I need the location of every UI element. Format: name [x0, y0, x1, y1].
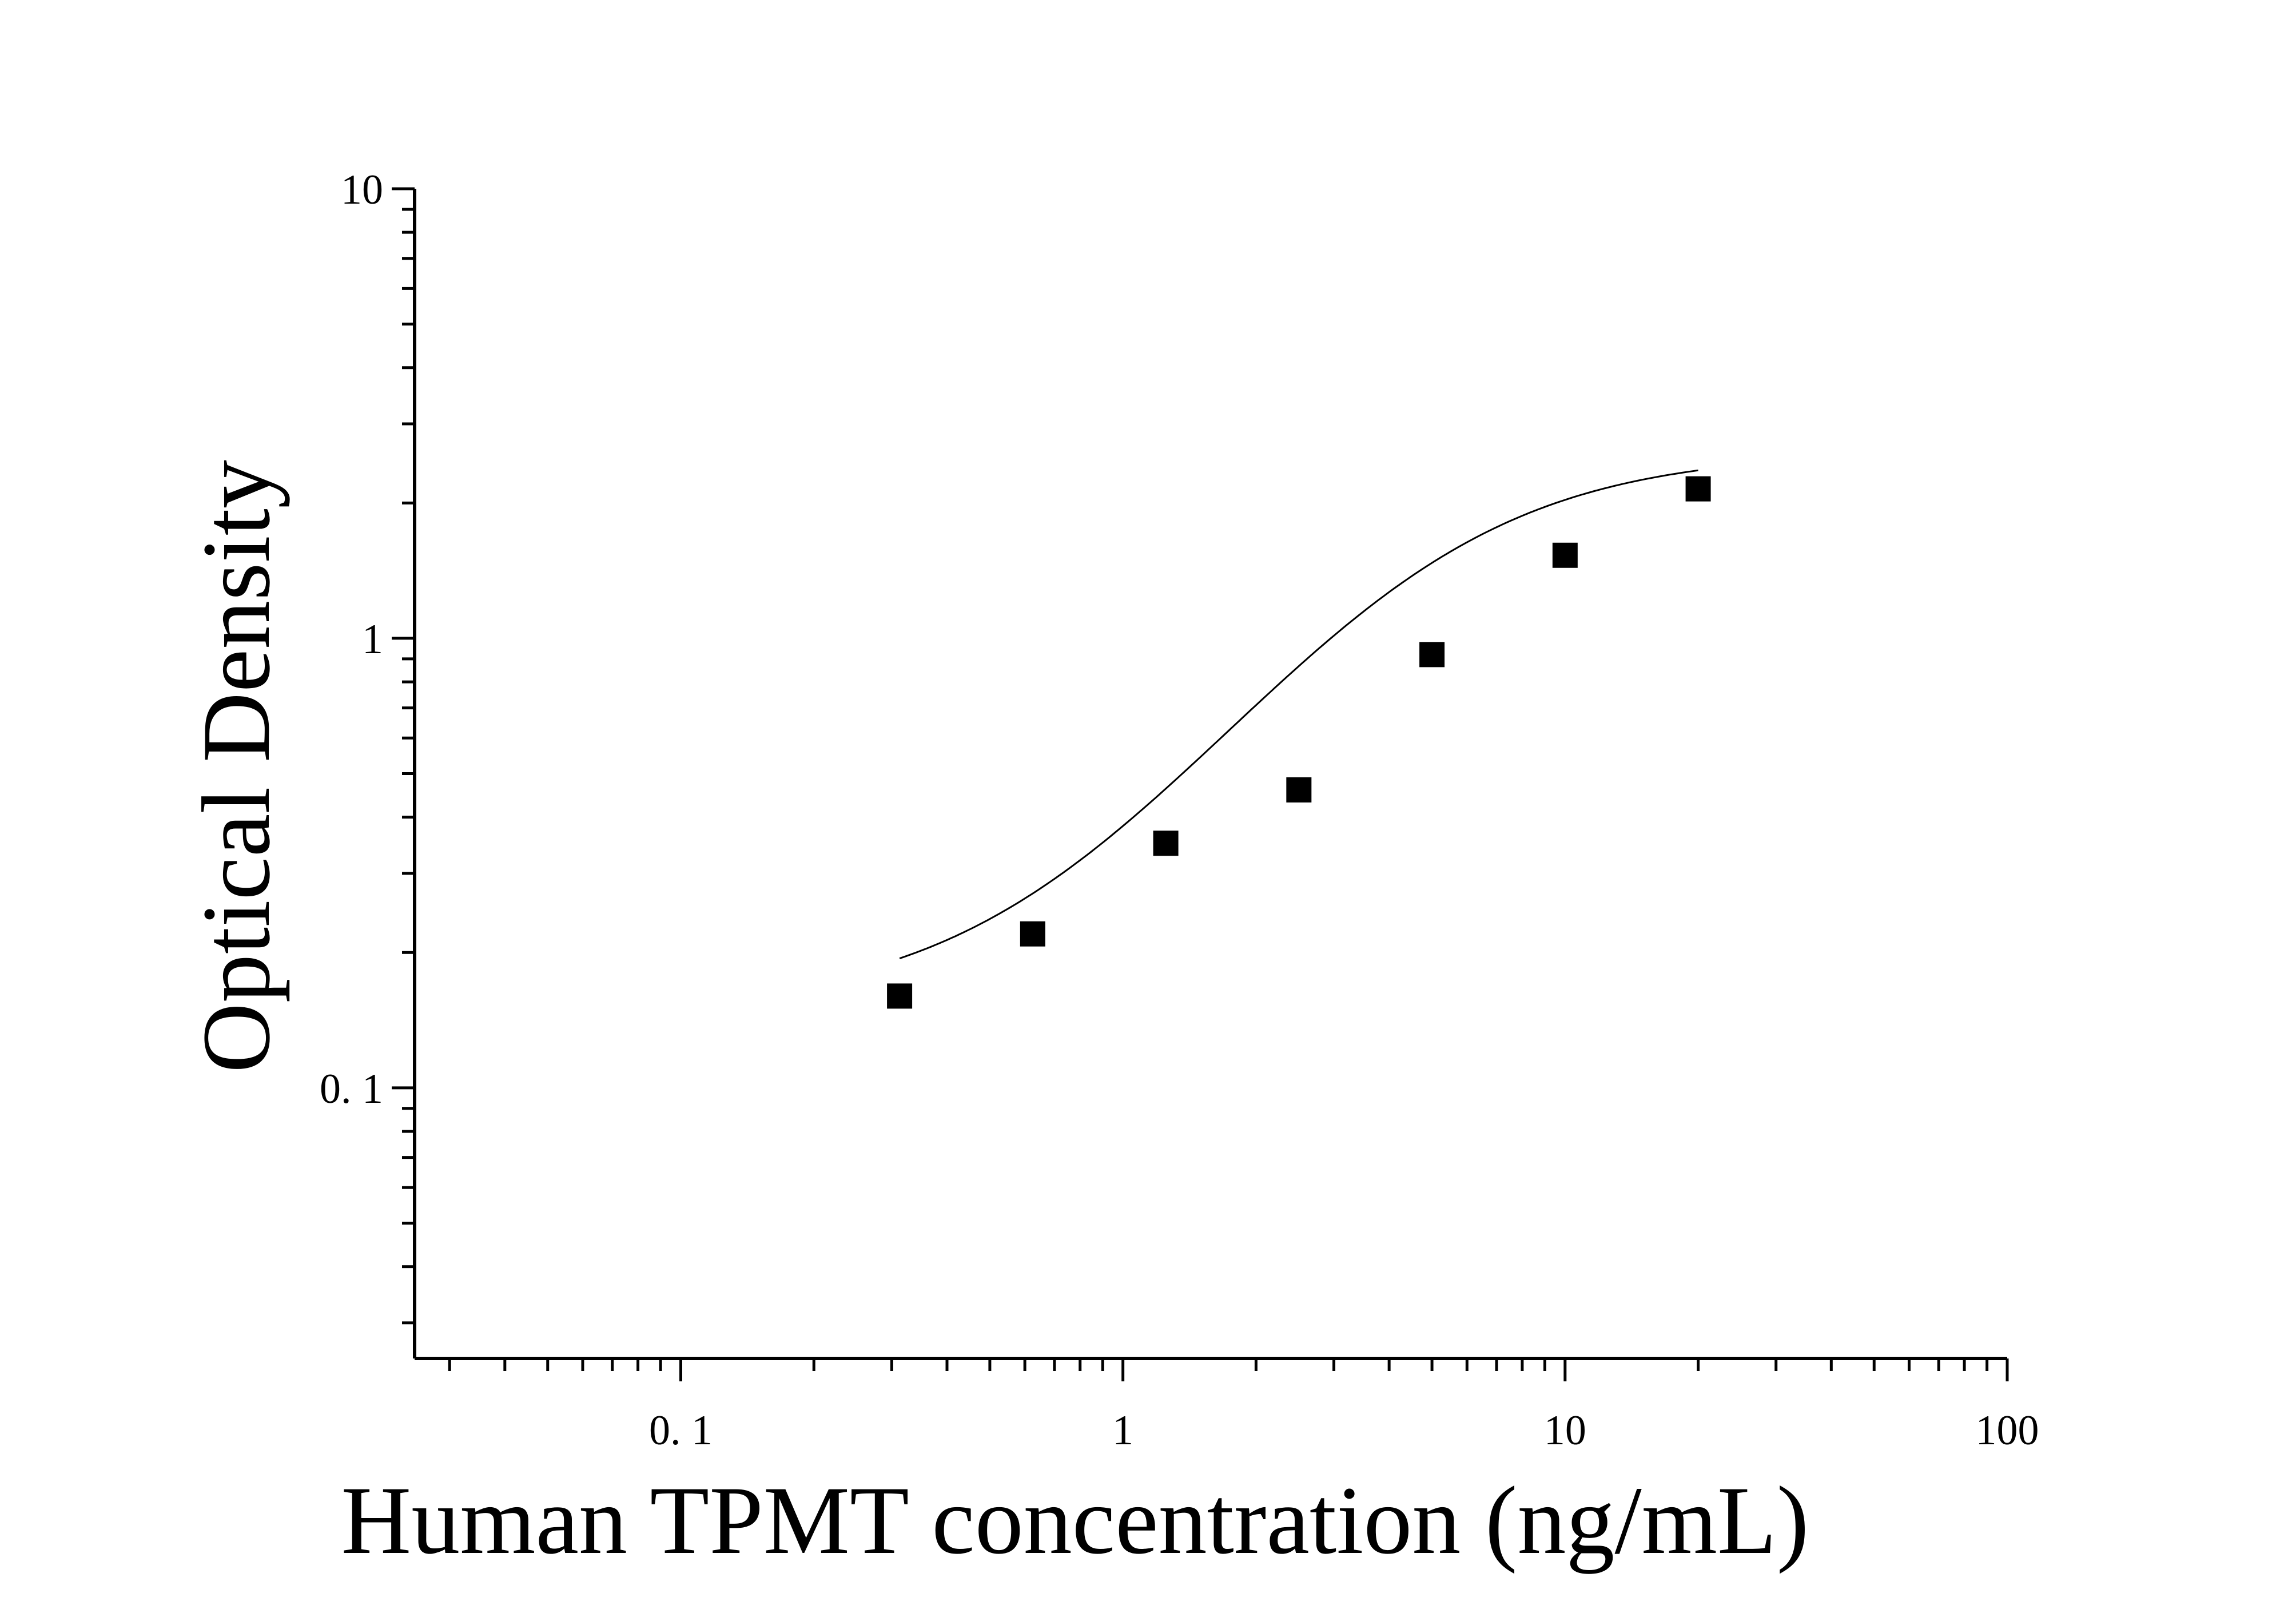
x-tick-label: 10	[1544, 1407, 1586, 1454]
data-point	[1286, 777, 1312, 802]
data-point	[887, 983, 913, 1009]
x-tick-label: 1	[1112, 1407, 1133, 1454]
y-tick-label: 0. 1	[320, 1066, 383, 1113]
y-tick-label: 10	[341, 166, 383, 213]
data-point	[1020, 921, 1045, 947]
fit-curve-group	[899, 469, 1698, 960]
data-points	[887, 476, 1711, 1009]
x-tick-label: 100	[1976, 1407, 2039, 1454]
x-axis-title: Human TPMT concentration (ng/mL)	[341, 1467, 1809, 1574]
y-axis-title: Optical Density	[182, 460, 290, 1073]
axes: 0. 1 1 10 100 0. 1 1 10	[320, 166, 2039, 1454]
fit-curve	[899, 469, 1698, 960]
data-point	[1552, 542, 1578, 568]
x-tick-label: 0. 1	[649, 1407, 713, 1454]
data-point	[1153, 831, 1179, 856]
y-tick-label: 1	[362, 616, 383, 663]
data-point	[1419, 642, 1445, 668]
data-point	[1685, 476, 1711, 502]
